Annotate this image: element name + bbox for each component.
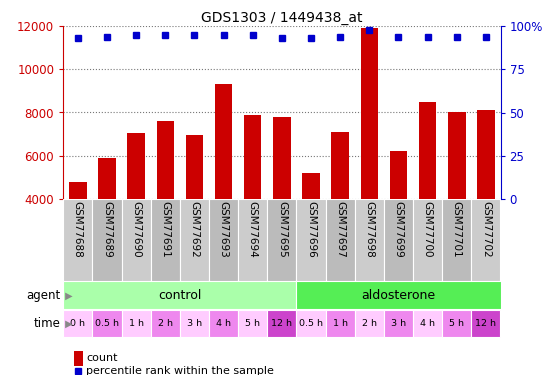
Bar [296,310,326,337]
Text: aldosterone: aldosterone [361,289,436,302]
Bar [267,199,296,281]
Bar [69,182,86,285]
Bar [355,199,384,281]
Bar [151,199,180,281]
Bar [326,199,355,281]
Bar [92,310,122,337]
Text: 1 h: 1 h [129,319,144,328]
Bar [128,133,145,285]
Bar [186,135,203,285]
Text: GSM77700: GSM77700 [422,201,433,258]
Text: ▶: ▶ [62,290,73,300]
Text: GSM77691: GSM77691 [160,201,170,258]
Text: 5 h: 5 h [449,319,464,328]
Text: 0.5 h: 0.5 h [299,319,323,328]
Text: GSM77699: GSM77699 [393,201,404,258]
Bar [442,310,471,337]
Text: GSM77701: GSM77701 [452,201,462,258]
Bar [477,110,494,285]
Bar [384,199,413,281]
Text: 5 h: 5 h [245,319,260,328]
Text: percentile rank within the sample: percentile rank within the sample [86,366,274,375]
Bar [302,173,320,285]
Text: GSM77688: GSM77688 [73,201,83,258]
Text: 0 h: 0 h [70,319,85,328]
Text: GSM77694: GSM77694 [248,201,258,258]
Text: 2 h: 2 h [362,319,377,328]
Bar [471,310,500,337]
Bar [419,102,436,285]
Bar [326,310,355,337]
Bar [448,112,465,285]
Text: GSM77692: GSM77692 [189,201,200,258]
Bar [209,199,238,281]
Bar [180,199,209,281]
Text: 12 h: 12 h [475,319,497,328]
Bar [180,310,209,337]
Text: 3 h: 3 h [391,319,406,328]
Text: GSM77696: GSM77696 [306,201,316,258]
Text: control: control [158,289,201,302]
Text: 2 h: 2 h [158,319,173,328]
Bar [273,117,290,285]
Bar [413,310,442,337]
Bar [63,281,296,309]
Bar [215,84,232,285]
Bar [442,199,471,281]
Bar [267,310,296,337]
Bar [151,310,180,337]
Bar [63,199,92,281]
Bar [361,28,378,285]
Text: GSM77695: GSM77695 [277,201,287,258]
Bar [244,115,261,285]
Text: GSM77702: GSM77702 [481,201,491,258]
Bar [122,310,151,337]
Text: GSM77689: GSM77689 [102,201,112,258]
Bar [98,158,116,285]
Text: 3 h: 3 h [187,319,202,328]
Bar [296,281,501,309]
Bar [63,310,92,337]
Text: 12 h: 12 h [271,319,293,328]
Bar [384,310,413,337]
Bar [355,310,384,337]
Text: GSM77693: GSM77693 [218,201,229,258]
Title: GDS1303 / 1449438_at: GDS1303 / 1449438_at [201,11,362,25]
Bar [413,199,442,281]
Text: ▶: ▶ [62,318,73,328]
Bar [238,310,267,337]
Bar [332,132,349,285]
Bar [238,199,267,281]
Text: GSM77698: GSM77698 [364,201,375,258]
Text: time: time [34,317,60,330]
Bar [92,199,122,281]
Bar [296,199,326,281]
Text: 4 h: 4 h [420,319,435,328]
Text: count: count [86,353,118,363]
Bar [157,121,174,285]
Bar [209,310,238,337]
Text: GSM77697: GSM77697 [335,201,345,258]
Text: GSM77690: GSM77690 [131,201,141,258]
Bar [122,199,151,281]
Text: 0.5 h: 0.5 h [95,319,119,328]
Text: 1 h: 1 h [333,319,348,328]
Text: agent: agent [26,289,60,302]
Bar [471,199,500,281]
Text: 4 h: 4 h [216,319,231,328]
Bar [390,151,407,285]
